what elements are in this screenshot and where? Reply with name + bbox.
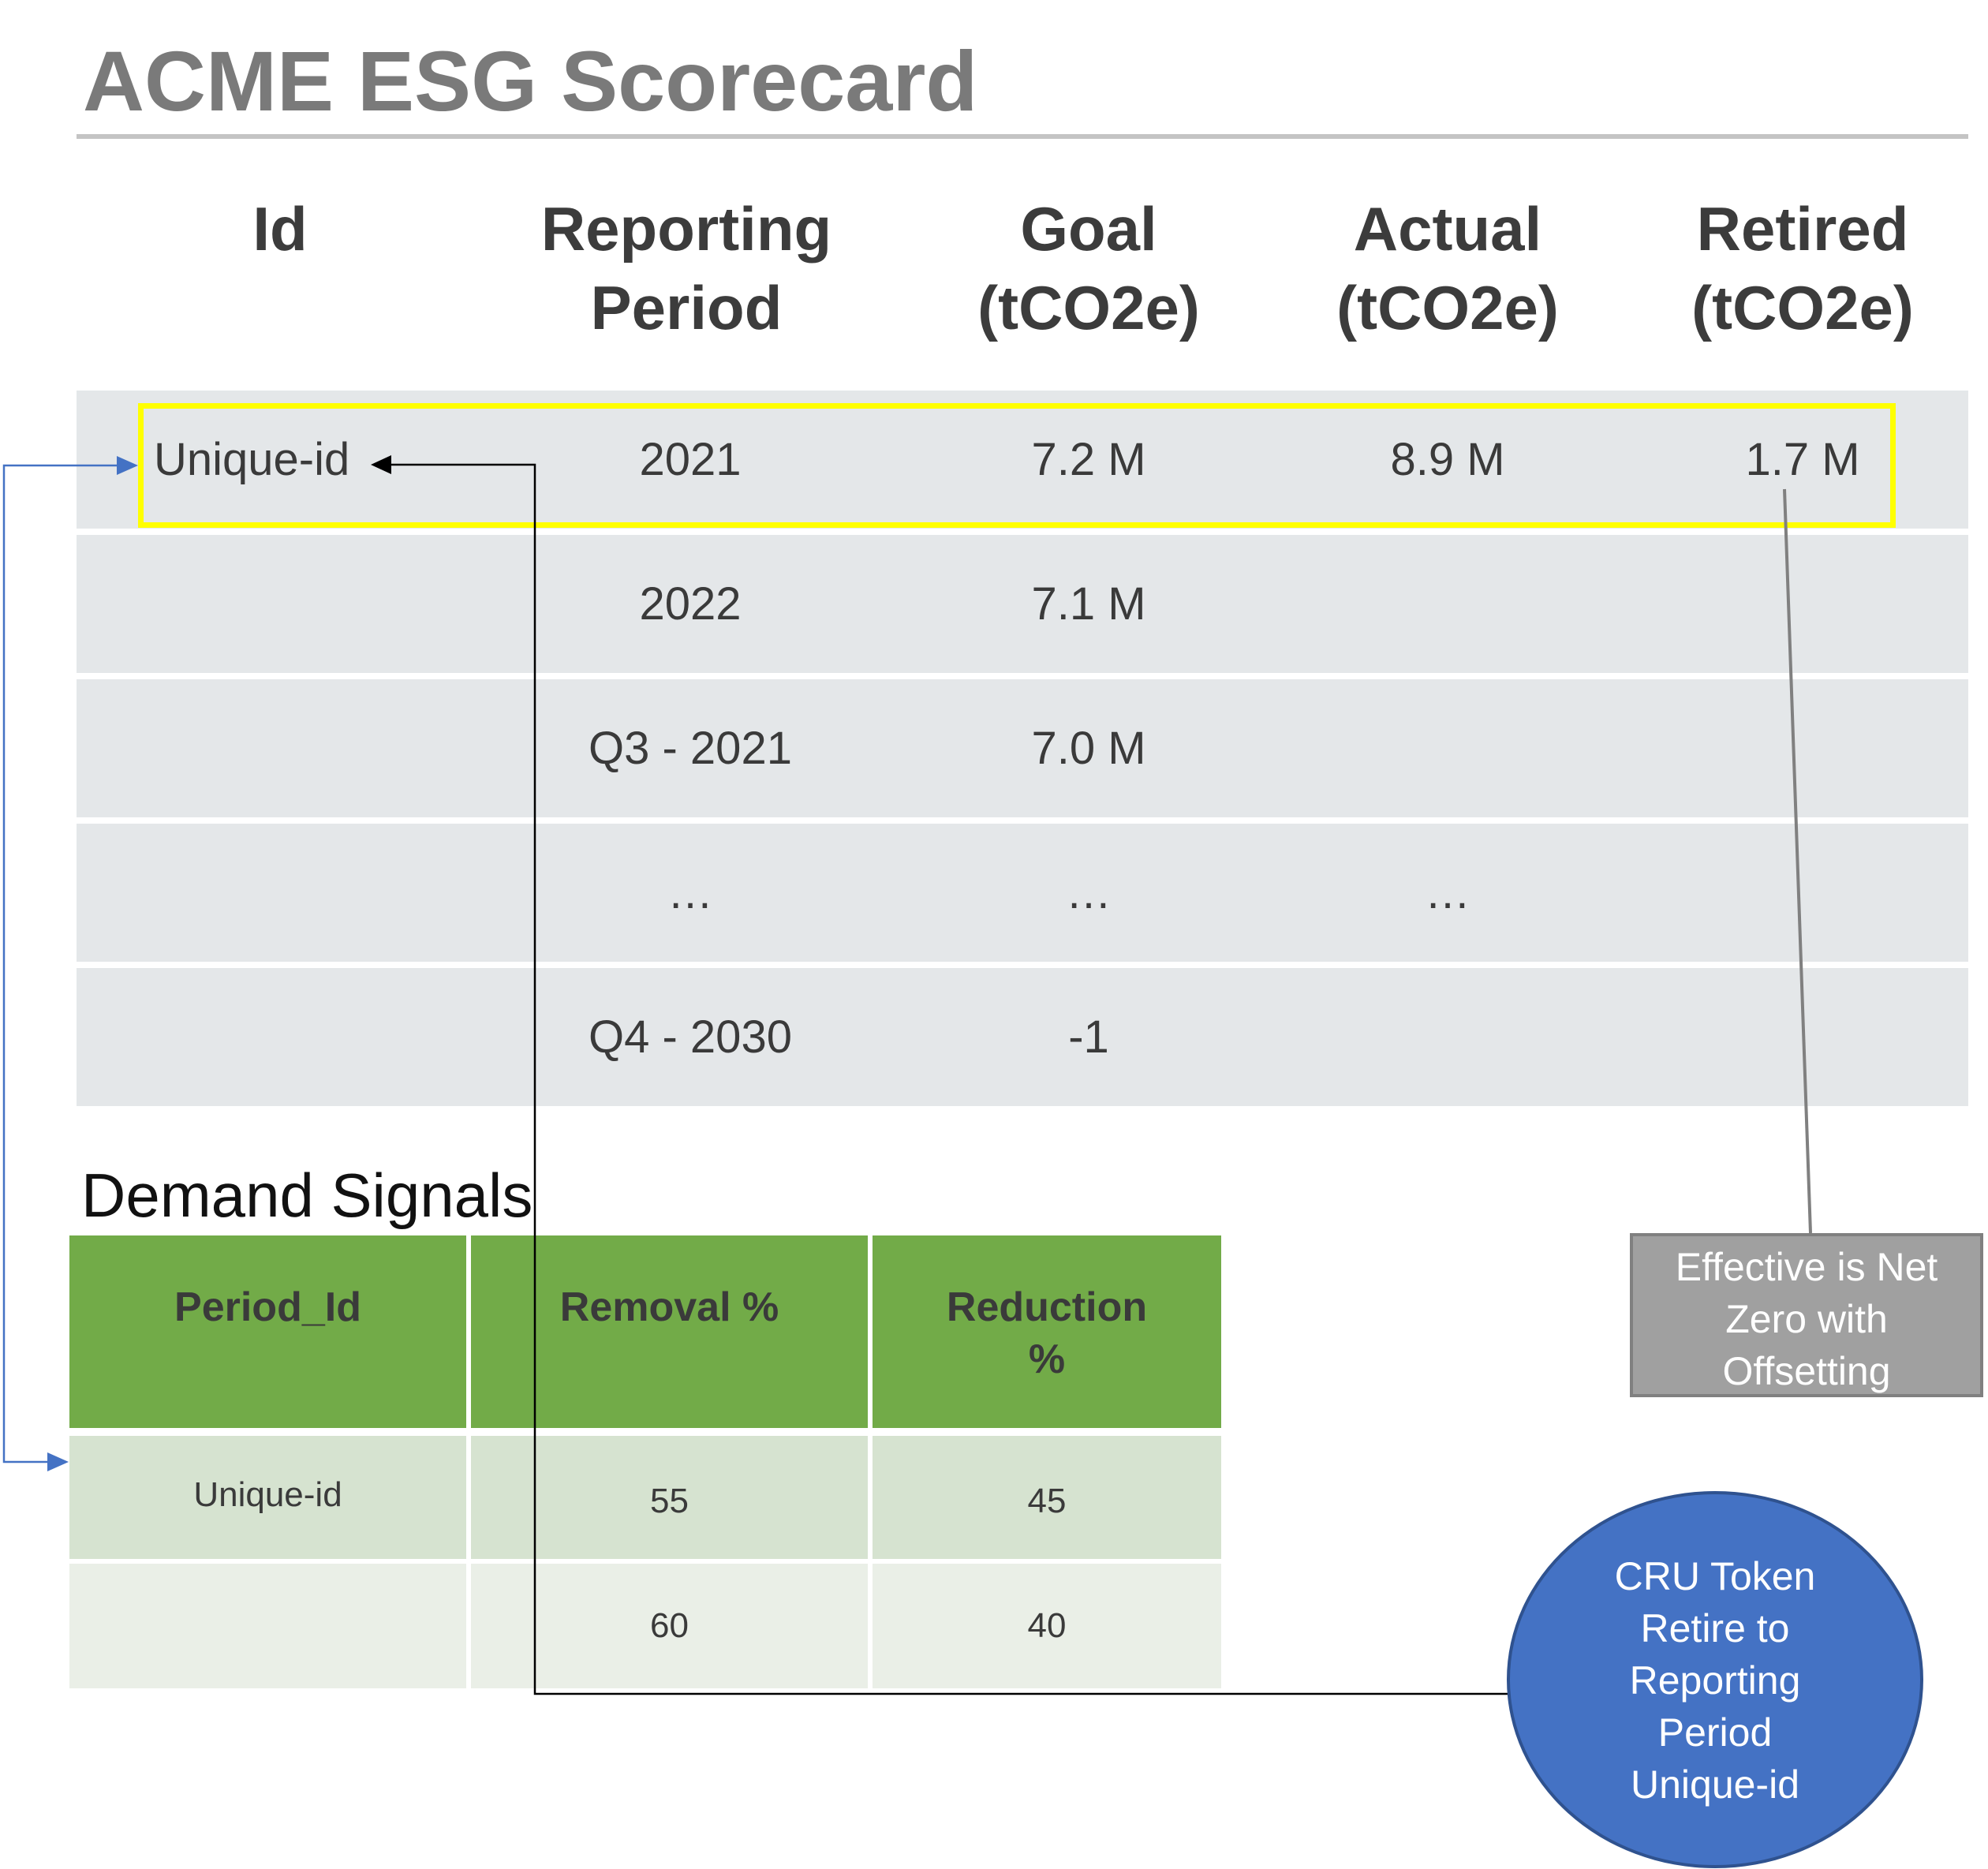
scorecard-row	[77, 535, 1968, 673]
ds-row-cell	[873, 1436, 1221, 1559]
scorecard-row	[77, 679, 1968, 817]
cell-period: Q4 - 2030	[589, 1011, 792, 1063]
ds-header-cell	[69, 1235, 466, 1428]
arrow-head-blue-bottom	[47, 1452, 69, 1471]
scorecard-row	[77, 968, 1968, 1106]
ds-cell-period-id: Unique-id	[193, 1475, 342, 1514]
cell-goal: …	[1066, 867, 1112, 918]
cell-period: 2021	[639, 434, 742, 485]
cell-retired: 1.7 M	[1745, 434, 1860, 485]
ds-header-cell	[471, 1235, 868, 1428]
ds-cell-removal: 55	[650, 1482, 689, 1520]
gray-link-connector	[1783, 488, 1812, 1234]
header-reporting-period: Reporting Period	[540, 194, 832, 342]
ds-row-cell	[471, 1564, 868, 1688]
demand-signals-title: Demand Signals	[81, 1161, 533, 1230]
ds-header-period-id: Period_Id	[174, 1284, 361, 1330]
page-title: ACME ESG Scorecard	[83, 33, 978, 129]
highlight-box	[138, 403, 1896, 528]
ds-row-cell	[69, 1436, 466, 1559]
cell-goal: 7.0 M	[1031, 723, 1146, 774]
cell-period: 2022	[639, 578, 742, 630]
ds-cell-reduction: 40	[1027, 1606, 1067, 1645]
cell-actual: …	[1425, 867, 1470, 918]
black-link-connector	[387, 463, 1609, 1695]
ds-header-removal: Removal %	[559, 1284, 779, 1330]
cell-goal: 7.1 M	[1031, 578, 1146, 630]
scorecard-row	[77, 824, 1968, 962]
ds-header-reduction: Reduction %	[946, 1284, 1148, 1382]
blue-link-connector	[2, 464, 122, 1463]
title-divider	[77, 134, 1968, 139]
cell-goal: 7.2 M	[1031, 434, 1146, 485]
cru-token-circle	[1507, 1491, 1923, 1868]
cell-period: …	[667, 867, 713, 918]
cell-period: Q3 - 2021	[589, 723, 792, 774]
cell-id: Unique-id	[154, 434, 350, 485]
ds-cell-removal: 60	[650, 1606, 689, 1645]
arrow-head-black	[371, 455, 391, 474]
cell-goal: -1	[1068, 1011, 1109, 1063]
header-retired: Retired (tCO2e)	[1691, 194, 1914, 342]
header-goal: Goal (tCO2e)	[977, 194, 1200, 342]
ds-row-cell	[471, 1436, 868, 1559]
ds-header-cell	[873, 1235, 1221, 1428]
ds-row-cell	[69, 1564, 466, 1688]
scorecard-row	[77, 391, 1968, 529]
cell-actual: 8.9 M	[1390, 434, 1505, 485]
header-id: Id	[252, 194, 308, 264]
ds-row-cell	[873, 1564, 1221, 1688]
header-actual: Actual (tCO2e)	[1336, 194, 1559, 342]
ds-cell-reduction: 45	[1027, 1482, 1067, 1520]
net-zero-note: Effective is Net Zero with Offsetting	[1630, 1233, 1983, 1397]
arrow-head-blue-top	[117, 456, 138, 475]
cru-token-label: CRU Token Retire to Reporting Period Uni…	[1614, 1554, 1816, 1807]
